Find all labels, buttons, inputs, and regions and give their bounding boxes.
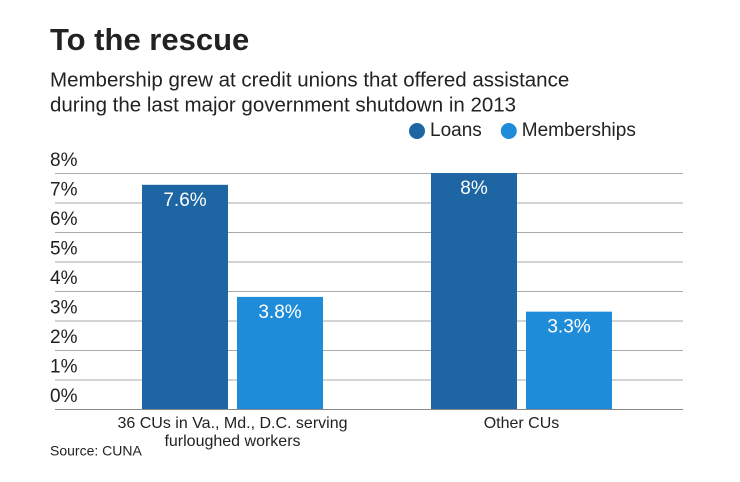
bar — [526, 311, 612, 409]
y-tick-label: 8% — [50, 150, 78, 171]
value-label: 8% — [460, 178, 488, 199]
y-tick-label: 6% — [50, 209, 78, 230]
x-tick-label: Other CUs — [484, 415, 560, 432]
chart-subtitle: Membership grew at credit unions that of… — [50, 68, 569, 91]
legend-label: Loans — [430, 120, 482, 141]
chart-subtitle: during the last major government shutdow… — [50, 93, 516, 116]
y-tick-label: 3% — [50, 298, 78, 319]
x-tick-label: 36 CUs in Va., Md., D.C. serving furlough… — [118, 415, 348, 450]
legend-label: Memberships — [522, 120, 636, 141]
bar — [431, 173, 517, 409]
y-tick-label: 7% — [50, 180, 78, 201]
y-tick-label: 5% — [50, 239, 78, 260]
y-tick-label: 1% — [50, 357, 78, 378]
legend-marker — [500, 123, 517, 139]
bar — [142, 184, 228, 409]
y-tick-label: 0% — [50, 386, 78, 407]
bar — [237, 296, 323, 409]
value-label: 7.6% — [163, 190, 206, 211]
value-label: 3.3% — [547, 317, 590, 338]
value-label: 3.8% — [258, 302, 301, 323]
chart-title: To the rescue — [50, 22, 249, 57]
y-tick-label: 4% — [50, 268, 78, 289]
legend-marker — [409, 123, 425, 139]
y-tick-label: 2% — [50, 327, 78, 348]
source: Source: CUNA — [50, 443, 142, 459]
